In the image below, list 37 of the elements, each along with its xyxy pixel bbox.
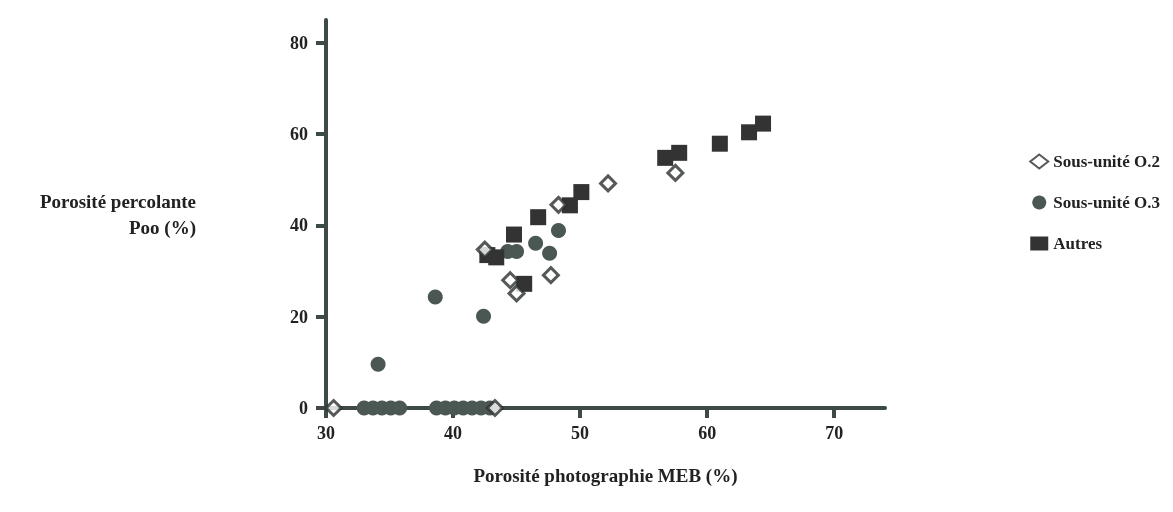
x-axis-title: Porosité photographie MEB (%) <box>473 465 738 487</box>
legend-label: Sous-unité O.3 <box>1053 193 1160 212</box>
point <box>599 174 618 193</box>
point <box>485 399 504 417</box>
point <box>475 240 494 259</box>
point <box>476 308 492 324</box>
x-tick-label: 60 <box>698 423 717 443</box>
point <box>507 284 526 303</box>
point <box>501 271 520 290</box>
point <box>551 222 566 238</box>
point <box>427 289 443 305</box>
legend-label: Autres <box>1053 234 1103 253</box>
point <box>549 195 568 214</box>
point <box>542 245 558 261</box>
point <box>666 163 685 182</box>
point <box>671 144 688 161</box>
x-tick-label: 70 <box>825 423 844 443</box>
y-tick-label: 0 <box>299 398 308 418</box>
point <box>370 356 386 372</box>
point <box>711 135 728 152</box>
point <box>573 184 590 201</box>
point <box>755 115 772 132</box>
point <box>506 226 523 243</box>
point <box>530 209 547 226</box>
point <box>528 235 544 251</box>
point <box>657 149 674 166</box>
y-tick-label: 60 <box>290 124 308 145</box>
point <box>741 124 758 141</box>
y-tick-label: 20 <box>290 306 308 327</box>
x-tick-label: 50 <box>571 423 590 443</box>
legend-label: Sous-unité O.2 <box>1053 152 1160 171</box>
y-tick-label: 80 <box>290 32 308 53</box>
point <box>541 266 560 285</box>
y-tick-label: 40 <box>290 215 308 236</box>
y-axis-title: Porosité percolante Poo (%) <box>39 190 196 239</box>
x-tick-label: 40 <box>444 423 463 443</box>
x-tick-label: 30 <box>317 423 335 443</box>
